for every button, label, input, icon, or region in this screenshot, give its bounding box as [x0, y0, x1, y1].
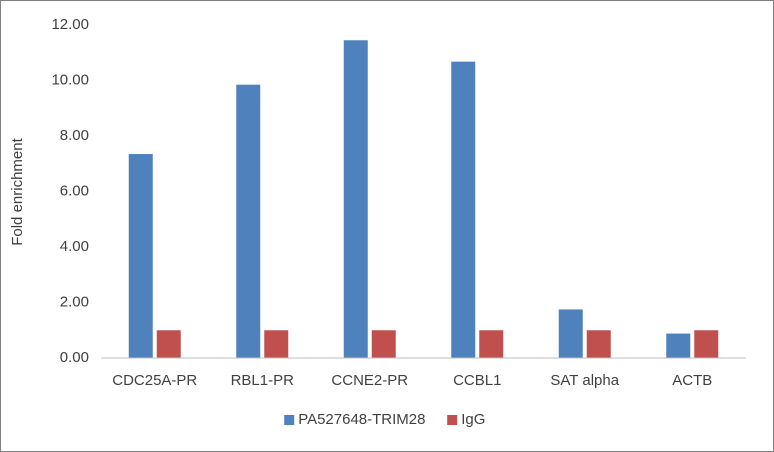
y-tick-label: 8.00 — [60, 127, 89, 144]
bar — [558, 309, 583, 358]
y-tick-label: 4.00 — [60, 238, 89, 255]
bar — [666, 333, 691, 358]
y-tick-label: 10.00 — [51, 71, 89, 88]
bar — [371, 330, 396, 358]
bar — [343, 40, 368, 358]
x-tick-label: ACTB — [672, 372, 712, 389]
legend-label: IgG — [461, 411, 485, 428]
legend-swatch — [284, 415, 295, 425]
bar — [451, 61, 476, 358]
bar — [156, 330, 181, 358]
bar — [128, 154, 153, 358]
x-tick-label: CCBL1 — [453, 372, 501, 389]
y-axis-label: Fold enrichment — [9, 137, 26, 245]
bar — [236, 84, 261, 358]
y-tick-label: 12.00 — [51, 16, 89, 33]
x-tick-label: CDC25A-PR — [112, 372, 197, 389]
y-tick-label: 2.00 — [60, 293, 89, 310]
bar — [694, 330, 719, 358]
bar — [264, 330, 289, 358]
legend-swatch — [447, 415, 458, 425]
x-tick-label: SAT alpha — [550, 372, 619, 389]
x-tick-label: CCNE2-PR — [331, 372, 408, 389]
bar — [479, 330, 504, 358]
x-tick-label: RBL1-PR — [231, 372, 295, 389]
bar — [586, 330, 611, 358]
legend-label: PA527648-TRIM28 — [298, 411, 425, 428]
y-tick-label: 6.00 — [60, 182, 89, 199]
y-tick-label: 0.00 — [60, 349, 89, 366]
